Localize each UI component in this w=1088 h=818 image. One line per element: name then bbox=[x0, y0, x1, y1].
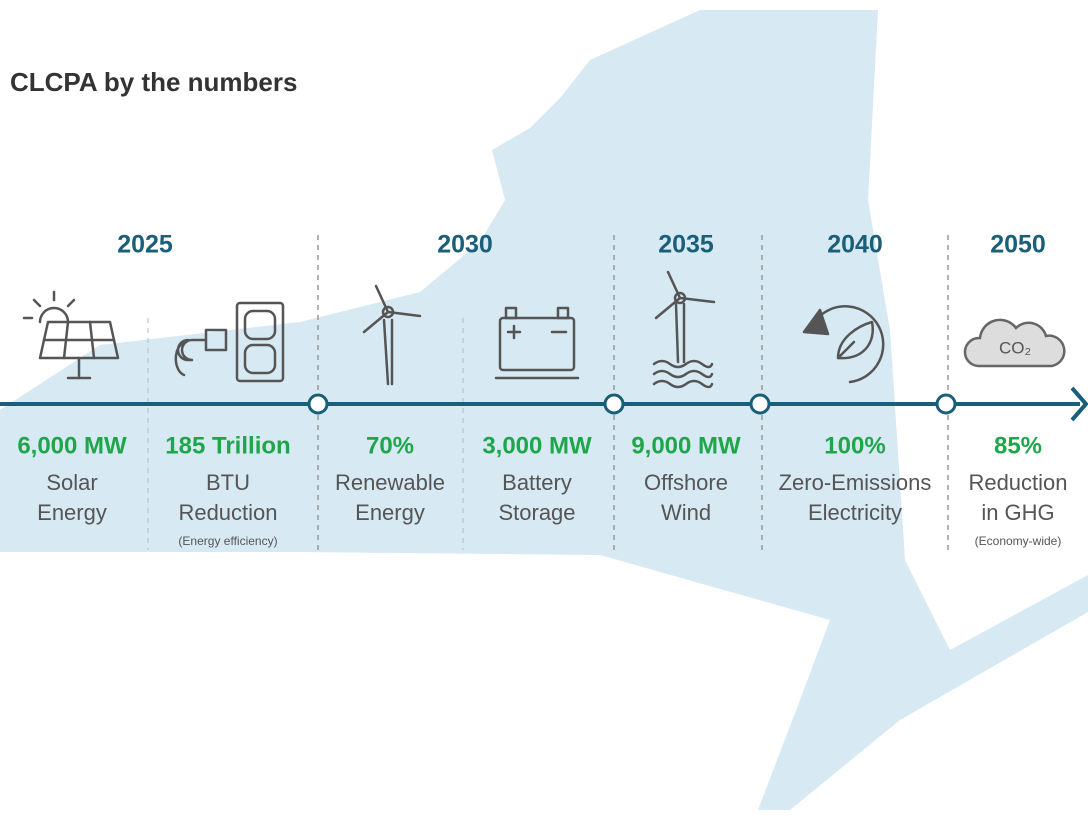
co2-label: CO₂ bbox=[999, 338, 1031, 357]
item-label: BTU bbox=[206, 470, 250, 495]
item-label: Electricity bbox=[808, 500, 902, 525]
item-value: 70% bbox=[366, 432, 414, 459]
title: CLCPA by the numbers bbox=[10, 67, 297, 97]
wind-icon bbox=[362, 284, 422, 386]
item-label: Battery bbox=[502, 470, 572, 495]
outlet-icon bbox=[174, 301, 285, 383]
zero-emissions-icon bbox=[802, 305, 885, 384]
item-value: 85% bbox=[994, 432, 1042, 459]
item-label: Reduction bbox=[178, 500, 277, 525]
item-label: Energy bbox=[355, 500, 425, 525]
item-label: Offshore bbox=[644, 470, 728, 495]
item-label: Storage bbox=[498, 500, 575, 525]
item-label: Zero-Emissions bbox=[779, 470, 932, 495]
item-label: Renewable bbox=[335, 470, 445, 495]
item-value: 100% bbox=[824, 432, 885, 459]
year: 2030 bbox=[437, 231, 493, 259]
item-label: Wind bbox=[661, 500, 711, 525]
map-background bbox=[0, 10, 1088, 810]
item-note: (Economy-wide) bbox=[975, 534, 1062, 548]
item-value: 9,000 MW bbox=[631, 432, 741, 459]
solar-icon bbox=[22, 290, 120, 380]
year: 2025 bbox=[117, 231, 173, 259]
item-value: 6,000 MW bbox=[17, 432, 127, 459]
item-label: Energy bbox=[37, 500, 107, 525]
item-value: 3,000 MW bbox=[482, 432, 592, 459]
item-note: (Energy efficiency) bbox=[178, 534, 277, 548]
year: 2050 bbox=[990, 231, 1046, 259]
co2-icon: CO₂ bbox=[963, 318, 1066, 368]
timeline bbox=[0, 386, 1088, 422]
battery-icon bbox=[494, 306, 580, 380]
item-value: 185 Trillion bbox=[165, 432, 290, 459]
offshore-wind-icon bbox=[652, 270, 716, 389]
year: 2040 bbox=[827, 231, 883, 259]
item-label: Reduction bbox=[968, 470, 1067, 495]
year: 2035 bbox=[658, 231, 714, 259]
item-label: Solar bbox=[46, 470, 97, 495]
item-label: in GHG bbox=[981, 500, 1054, 525]
dividers bbox=[147, 235, 949, 550]
